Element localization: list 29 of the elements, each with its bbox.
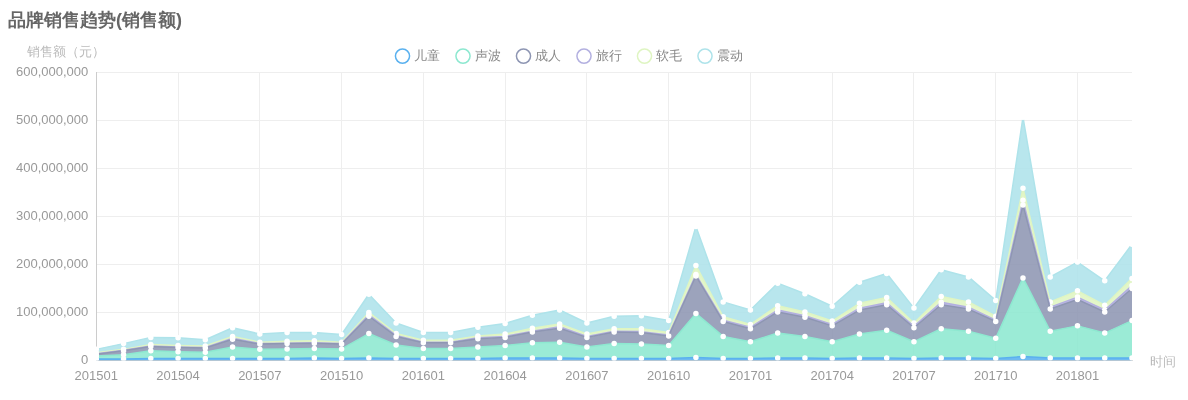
legend-label: 儿童 — [414, 47, 440, 63]
y-tick-label: 0 — [81, 351, 89, 367]
y-tick-label: 400,000,000 — [16, 160, 89, 176]
x-tick-label: 201501 — [74, 367, 118, 383]
y-tick-label: 200,000,000 — [16, 256, 89, 272]
y-tick-label: 500,000,000 — [16, 112, 89, 128]
legend-label: 声波 — [474, 47, 501, 63]
x-axis-title: 时间 — [1150, 353, 1176, 369]
y-axis-title: 销售额（元） — [26, 43, 106, 59]
x-tick-label: 201707 — [892, 367, 936, 383]
x-tick-label: 201607 — [565, 367, 609, 383]
legend-label: 成人 — [535, 47, 561, 63]
legend-label: 旅行 — [595, 47, 622, 63]
y-tick-label: 100,000,000 — [16, 304, 89, 320]
x-tick-label: 201510 — [319, 367, 364, 383]
legend-label: 软毛 — [656, 47, 682, 63]
y-tick-label: 300,000,000 — [16, 208, 89, 224]
x-tick-label: 201701 — [728, 367, 773, 383]
legend-label: 震动 — [716, 47, 743, 63]
x-tick-label: 201704 — [810, 367, 854, 383]
x-tick-label: 201507 — [238, 367, 282, 383]
x-tick-label: 201801 — [1055, 367, 1100, 383]
y-tick-label: 600,000,000 — [16, 64, 89, 80]
x-tick-label: 201610 — [646, 367, 691, 383]
x-tick-label: 201601 — [401, 367, 446, 383]
x-tick-label: 201710 — [974, 367, 1018, 383]
chart-title: 品牌销售趋势(销售额) — [8, 9, 182, 30]
x-tick-label: 201604 — [483, 367, 527, 383]
x-tick-label: 201504 — [156, 367, 200, 383]
